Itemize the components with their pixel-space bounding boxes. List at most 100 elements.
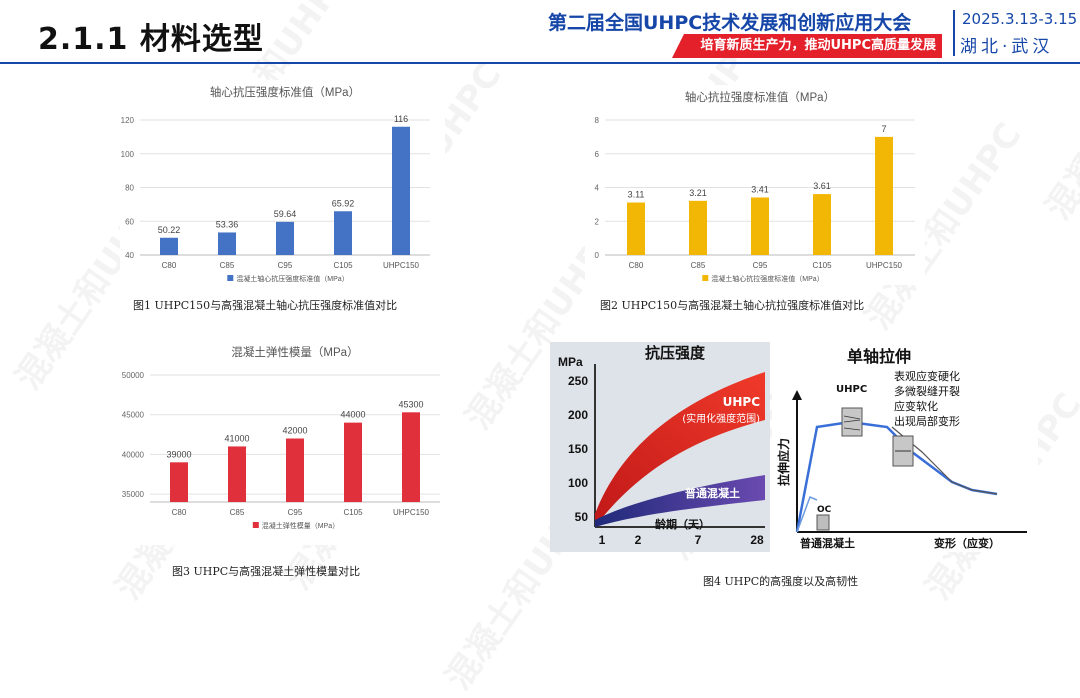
tensile-strength-svg: 轴心抗拉强度标准值（MPa） 0 2 4 6 8 3.11 C80 3.21 C85 3.41 C95…: [595, 90, 915, 283]
legend-label: 混凝土弹性模量（MPa）: [262, 521, 339, 530]
elastic-modulus-chart: 混凝土弹性模量（MPa） 35000 40000 45000 50000 39000 C80…: [120, 340, 445, 545]
y-tick-label: 200: [568, 408, 588, 422]
y-axis-label: 拉伸应力: [776, 438, 791, 486]
legend-label: 混凝土轴心抗压强度标准值（MPa）: [236, 274, 348, 283]
data-label: 53.36: [216, 219, 239, 229]
x-tick-label: 2: [635, 533, 642, 547]
chart-title: 混凝土弹性模量（MPa）: [231, 345, 358, 359]
legend-label: 混凝土轴心抗拉强度标准值（MPa）: [711, 274, 823, 283]
data-label: 39000: [166, 449, 191, 459]
conference-date: 2025.3.13-3.15: [962, 10, 1078, 28]
microcrack-marks: [843, 415, 861, 431]
compressive-strength-chart: 轴心抗压强度标准值（MPa） 40 60 80 100 120 50.22 C80 53.36 C…: [120, 80, 445, 285]
y-tick-label: 35000: [122, 490, 145, 499]
bar-c105: [813, 194, 831, 255]
y-tick-label: 6: [595, 150, 600, 159]
y-tick-label: 250: [568, 374, 588, 388]
bar-uhpc150: [402, 412, 420, 502]
x-tick-label: C95: [753, 261, 768, 270]
header-divider: [953, 10, 955, 56]
data-label: 45300: [398, 399, 423, 409]
x-tick-label: C85: [230, 508, 245, 517]
figure1-caption: 图1 UHPC150与高强混凝土轴心抗压强度标准值对比: [133, 299, 398, 312]
diagram-title: 单轴拉伸: [847, 347, 911, 366]
bar-c85: [218, 232, 236, 255]
legend: 混凝土弹性模量（MPa）: [252, 521, 339, 530]
x-tick-label: UHPC150: [393, 508, 430, 517]
x-tick-label: C80: [172, 508, 187, 517]
y-tick-label: 60: [125, 217, 134, 226]
header-rule: [0, 62, 1080, 64]
data-label: 3.11: [628, 190, 645, 200]
data-label: 3.21: [689, 188, 707, 198]
bar-c80: [160, 237, 178, 255]
elastic-modulus-svg: 混凝土弹性模量（MPa） 35000 40000 45000 50000 39000 C80…: [122, 345, 440, 530]
legend-swatch: [702, 275, 709, 281]
data-label: 65.92: [332, 198, 355, 208]
note-multiple-cracking: 多微裂缝开裂: [894, 384, 960, 398]
legend-swatch: [252, 522, 259, 528]
y-tick-label: 40: [125, 251, 134, 260]
uhpc-label: UHPC: [836, 384, 867, 395]
conference-location: 湖北·武汉: [960, 37, 1054, 57]
x-axis-origin-label: 普通混凝土: [800, 536, 855, 550]
x-tick-label: C95: [288, 508, 303, 517]
y-tick-label: 4: [595, 184, 600, 193]
bar-c80: [627, 202, 645, 255]
figure2-caption: 图2 UHPC150与高强混凝土轴心抗拉强度标准值对比: [600, 299, 865, 312]
bar-c95: [276, 221, 294, 255]
bar-c85: [689, 200, 707, 255]
y-tick-label: 50000: [122, 371, 145, 380]
softening-curve: [891, 426, 998, 495]
bar-c80: [170, 462, 188, 502]
x-tick-label: C80: [162, 261, 177, 270]
uhpc-specimen: [841, 407, 863, 437]
x-tick-label: C105: [812, 261, 832, 270]
chart-title: 轴心抗压强度标准值（MPa）: [210, 85, 360, 99]
legend-swatch: [227, 275, 234, 281]
data-label: 42000: [282, 426, 307, 436]
bar-uhpc150: [875, 136, 893, 255]
compressive-growth-svg: MPa 250 200 150 100 50 1 2 7 28 抗压强度 UHP…: [558, 344, 765, 547]
data-label: 3.61: [813, 181, 831, 191]
page-title: 2.1.1 材料选型: [38, 22, 264, 57]
uniaxial-tension-diagram: 单轴拉伸 拉伸应力 UHPC OC 普通混凝土 变形（应变） 表观应变硬化 多微…: [772, 342, 1038, 552]
diagram-title: 抗压强度: [645, 344, 706, 362]
y-tick-label: 45000: [122, 411, 145, 420]
note-localized-deformation: 出现局部变形: [894, 414, 960, 428]
x-tick-label: UHPC150: [383, 261, 420, 270]
compressive-strength-svg: 轴心抗压强度标准值（MPa） 40 60 80 100 120 50.22 C80 53.36 C…: [121, 85, 430, 283]
y-tick-label: 150: [568, 442, 588, 456]
data-label: 7: [881, 124, 886, 134]
y-tick-label: 0: [595, 251, 600, 260]
y-tick-label: 2: [595, 217, 600, 226]
x-axis-label: 龄期（天）: [655, 517, 710, 531]
uhpc-band-sublabel: (实用化强度范围): [682, 412, 760, 425]
bar-c95: [286, 438, 304, 502]
bar-uhpc150: [392, 126, 410, 255]
x-tick-label: UHPC150: [866, 261, 903, 270]
y-tick-label: 8: [595, 116, 600, 125]
y-tick-label: 100: [568, 476, 588, 490]
uhpc-strength-band: [595, 372, 765, 527]
note-strain-hardening: 表观应变硬化: [894, 369, 960, 383]
legend: 混凝土轴心抗拉强度标准值（MPa）: [702, 274, 824, 283]
y-tick-label: 50: [575, 510, 589, 524]
x-tick-label: C80: [629, 261, 644, 270]
data-label: 3.41: [751, 184, 769, 194]
compressive-growth-diagram: MPa 250 200 150 100 50 1 2 7 28 抗压强度 UHP…: [550, 342, 770, 552]
x-tick-label: C85: [220, 261, 235, 270]
y-tick-label: 40000: [122, 450, 145, 459]
uniaxial-tension-svg: 单轴拉伸 拉伸应力 UHPC OC 普通混凝土 变形（应变） 表观应变硬化 多微…: [776, 347, 1027, 550]
x-tick-label: C85: [691, 261, 706, 270]
conference-slogan-banner: 培育新质生产力，推动UHPC高质量发展: [672, 34, 942, 58]
y-tick-label: 100: [121, 150, 135, 159]
uhpc-band-label: UHPC: [723, 395, 761, 409]
data-label: 41000: [224, 433, 249, 443]
oc-stress-curve: [796, 496, 818, 533]
normal-band-label: 普通混凝土: [685, 486, 740, 500]
bar-c105: [344, 422, 362, 502]
x-tick-label: 7: [695, 533, 702, 547]
figure4-caption: 图4 UHPC的高强度以及高韧性: [703, 575, 859, 588]
data-label: 116: [394, 114, 408, 124]
